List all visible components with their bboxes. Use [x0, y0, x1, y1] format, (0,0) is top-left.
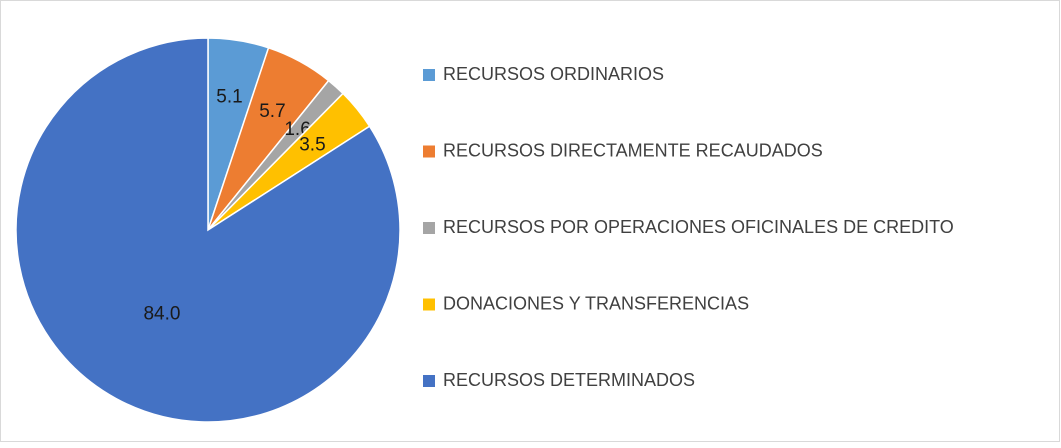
data-label: 5.7	[259, 101, 285, 122]
legend-swatch	[423, 222, 435, 234]
legend-label: DONACIONES Y TRANSFERENCIAS	[443, 293, 749, 313]
legend-swatch	[423, 145, 435, 158]
data-label: 5.1	[216, 86, 242, 107]
legend-label: RECURSOS ORDINARIOS	[443, 64, 664, 84]
pie-slice	[15, 37, 401, 423]
legend-swatch	[423, 69, 435, 81]
legend-swatch	[423, 298, 435, 311]
legend-label: RECURSOS DIRECTAMENTE RECAUDADOS	[443, 140, 823, 160]
data-label: 84.0	[143, 303, 180, 324]
legend-label: RECURSOS POR OPERACIONES OFICINALES DE C…	[443, 217, 954, 237]
legend-label: RECURSOS DETERMINADOS	[443, 370, 695, 390]
data-label: 3.5	[299, 134, 325, 155]
legend-swatch	[423, 375, 435, 387]
